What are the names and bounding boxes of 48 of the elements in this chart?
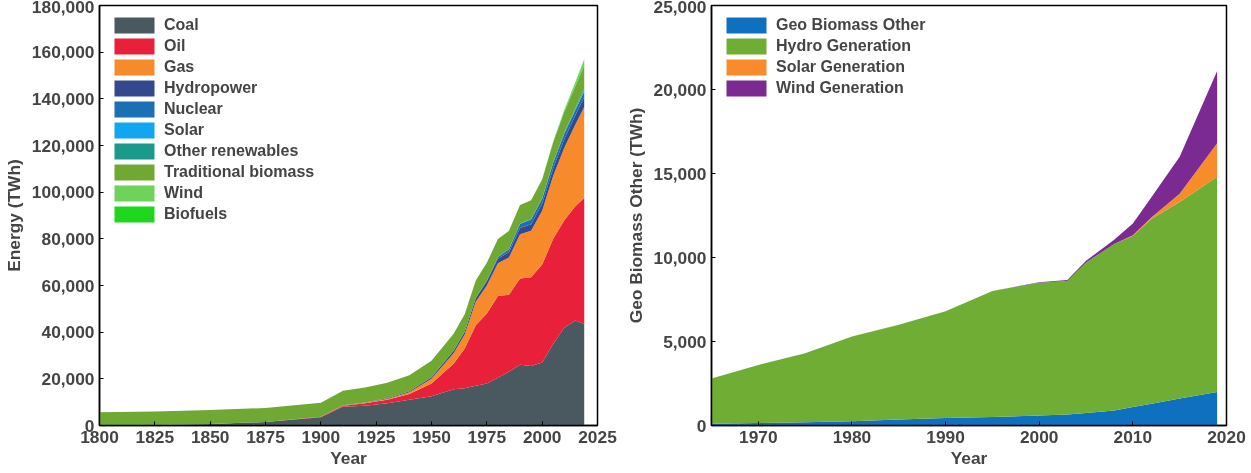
legend-label: Gas (164, 57, 195, 77)
y-tick-label: 40,000 (41, 322, 95, 343)
legend-label: Hydropower (164, 78, 258, 98)
legend-label: Oil (164, 36, 186, 56)
x-tick-label: 2010 (1113, 426, 1153, 447)
x-tick-label: 1980 (832, 426, 872, 447)
legend-label: Wind (164, 183, 203, 203)
x-tick-label: 1975 (467, 426, 507, 447)
x-tick-label: 1990 (926, 426, 965, 447)
y-tick-label: 20,000 (653, 79, 707, 100)
x-tick-label: 1900 (301, 426, 341, 447)
x-tick-label: 2020 (1207, 426, 1246, 447)
x-tick-label: 1850 (190, 426, 230, 447)
y-tick-label: 25,000 (653, 0, 707, 17)
y-tick-label: 180,000 (31, 0, 95, 17)
x-tick-label: 2025 (578, 426, 618, 447)
y-tick-label: 100,000 (31, 182, 95, 203)
x-tick-label: 2000 (1019, 426, 1059, 447)
legend-label: Traditional biomass (164, 162, 315, 182)
y-tick-label: 10,000 (653, 247, 707, 268)
x-tick-label: 2000 (522, 426, 562, 447)
legend-label: Geo Biomass Other (776, 15, 926, 35)
x-axis-title: Year (330, 447, 368, 468)
y-tick-label: 5,000 (663, 331, 707, 352)
y-tick-label: 160,000 (31, 42, 95, 63)
x-tick-label: 1825 (135, 426, 175, 447)
y-tick-label: 80,000 (41, 228, 95, 249)
x-tick-label: 1950 (412, 426, 451, 447)
x-tick-label: 1875 (246, 426, 286, 447)
x-tick-label: 1970 (739, 426, 778, 447)
y-axis-title: Energy (TWh) (3, 159, 24, 272)
y-axis-title: Geo Biomass Other (TWh) (625, 107, 646, 324)
legend-label: Solar (164, 120, 205, 140)
legend-label: Biofuels (164, 204, 228, 224)
y-tick-label: 60,000 (41, 275, 95, 296)
legend-label: Wind Generation (776, 78, 904, 98)
legend-label: Other renewables (164, 141, 299, 161)
y-tick-label: 15,000 (653, 163, 707, 184)
x-tick-label: 1925 (356, 426, 396, 447)
legend-label: Solar Generation (776, 57, 905, 77)
y-tick-label: 120,000 (31, 135, 95, 156)
x-axis-title: Year (950, 447, 988, 468)
y-tick-label: 20,000 (41, 368, 95, 389)
legend-label: Hydro Generation (776, 36, 912, 56)
legend-label: Nuclear (164, 99, 223, 119)
legend-label: Coal (164, 15, 199, 35)
y-tick-label: 140,000 (31, 88, 95, 109)
y-tick-label: 0 (696, 415, 707, 436)
